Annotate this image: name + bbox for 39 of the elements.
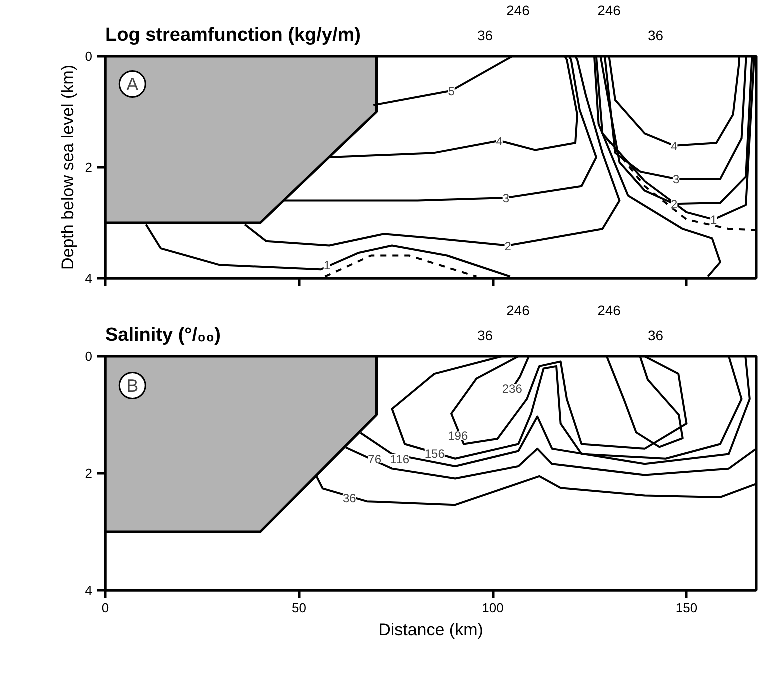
text: 246 <box>598 2 622 18</box>
annotation: 2 <box>671 198 678 212</box>
text: 36 <box>648 328 664 344</box>
x-axis-title: Distance (km) <box>378 620 484 640</box>
annotation: 236 <box>502 382 523 396</box>
y-tick-label: 4 <box>85 271 93 286</box>
annotation: A <box>126 74 139 94</box>
chart-title: Log streamfunction (kg/y/m) <box>106 25 361 46</box>
text: 36 <box>477 328 494 344</box>
annotation: 156 <box>424 447 446 462</box>
text: 246 <box>506 2 530 18</box>
y-tick-label: 4 <box>85 583 93 598</box>
annotation: 4 <box>671 139 678 154</box>
annotation: 3 <box>502 192 510 206</box>
y-tick-label: 0 <box>85 349 93 364</box>
annotation: 196 <box>448 428 468 443</box>
annotation: 3 <box>672 172 680 187</box>
annotation: 116 <box>390 452 410 466</box>
x-tick-label: 100 <box>482 600 504 616</box>
annotation: 76 <box>368 452 382 466</box>
annotation: 2 <box>504 239 512 254</box>
annotation: 5 <box>448 84 456 98</box>
text: 36 <box>477 28 494 44</box>
annotation: 4 <box>496 134 504 148</box>
x-tick-label: 0 <box>102 600 110 616</box>
text: 246 <box>506 302 530 318</box>
y-tick-label: 2 <box>85 160 93 175</box>
text: 36 <box>648 28 664 44</box>
annotation: 36 <box>342 492 357 506</box>
chart-title: Salinity (°/₀₀) <box>106 325 222 346</box>
annotation: 1 <box>324 258 331 273</box>
x-tick-label: 150 <box>676 600 698 616</box>
annotation: B <box>126 376 139 396</box>
annotation: 1 <box>710 213 718 228</box>
y-tick-label: 0 <box>85 49 93 64</box>
y-tick-label: 2 <box>85 466 93 481</box>
text: 246 <box>598 302 622 318</box>
y-axis-title: Depth below sea level (km) <box>58 64 78 270</box>
x-tick-label: 50 <box>292 600 306 616</box>
